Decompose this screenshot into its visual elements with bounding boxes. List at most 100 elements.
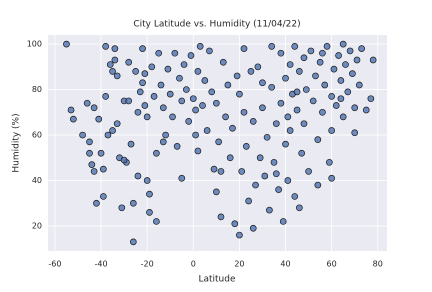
point [102,93,110,100]
point [97,149,105,157]
point [146,208,153,216]
point [240,45,248,52]
point [332,102,340,109]
point [217,168,225,175]
point [339,40,347,48]
point [245,197,252,205]
y-axis-label: Humidity (%) [12,113,22,172]
point [150,93,158,100]
point [95,115,103,123]
point [125,58,133,66]
point [256,154,264,162]
chart-title: City Latitude vs. Humidity (11/04/22) [133,20,300,30]
point [129,238,137,246]
point [178,97,186,105]
point [120,156,128,164]
point [369,56,377,64]
x-tick-label: 80 [373,260,383,269]
point [139,79,146,87]
point [201,77,209,84]
point [284,177,292,184]
point [67,106,75,114]
point [291,193,299,200]
point [367,95,375,103]
point [259,104,266,112]
x-tick-label: -20 [141,260,154,269]
point [88,161,96,168]
point [229,124,236,132]
point [277,99,285,107]
y-tick-label: 80 [32,85,42,94]
point [134,108,142,116]
point [222,113,229,121]
point [351,129,359,137]
point [157,81,165,89]
point [355,81,363,89]
point [159,104,167,112]
point [153,218,160,225]
point [325,158,333,166]
point [242,143,250,150]
point [362,106,370,114]
point [194,147,202,155]
point [141,70,149,78]
point [321,81,329,89]
point [155,49,163,57]
x-tick-label: 0 [191,260,196,269]
point [284,113,292,121]
point [266,206,273,214]
point [309,97,317,105]
point [210,165,218,173]
point [249,224,257,232]
point [215,138,223,146]
point [314,181,322,189]
point [139,45,146,52]
point [90,168,98,175]
point [192,106,199,114]
point [259,79,266,87]
point [153,149,160,157]
point [307,47,315,55]
point [346,47,354,55]
point [277,49,285,57]
point [63,40,70,48]
y-tick-label: 20 [32,221,42,230]
point [305,168,312,175]
point [296,68,303,75]
y-tick-label: 100 [27,40,42,49]
point [111,45,119,52]
point [93,199,100,207]
point [134,172,142,180]
point [268,43,276,50]
point [113,72,121,80]
y-tick-label: 40 [32,176,42,185]
point [319,108,326,116]
point [254,63,262,71]
x-tick-label: 60 [327,260,337,269]
point [106,61,114,68]
point [79,131,86,139]
point [212,188,220,196]
point [173,143,181,150]
point [164,65,172,73]
point [159,138,167,146]
point [206,47,213,55]
point [249,118,257,125]
point [113,120,121,128]
point [328,93,336,100]
point [171,49,179,57]
point [86,138,93,146]
point [141,102,149,109]
point [83,99,91,107]
point [247,68,255,75]
point [293,106,301,114]
point [176,74,183,82]
point [270,158,278,166]
point [90,104,98,112]
point [224,81,232,89]
y-tick-label: 60 [32,131,42,140]
x-tick-label: 20 [234,260,244,269]
point [196,43,204,50]
